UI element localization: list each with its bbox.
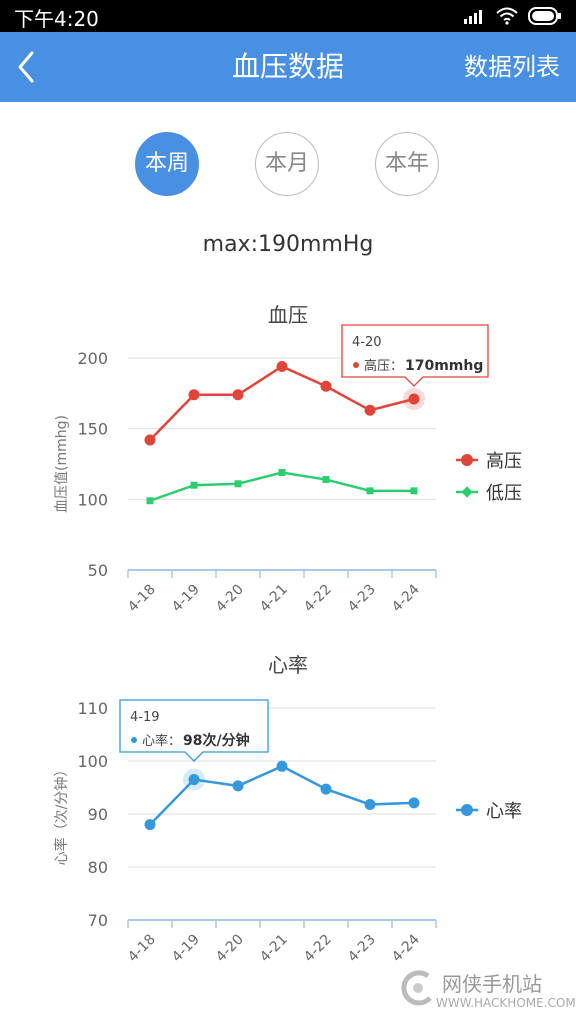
x-tick-label: 4-20 — [213, 932, 247, 966]
x-tick-label: 4-23 — [345, 932, 379, 966]
watermark-name: 网侠手机站 — [442, 972, 542, 996]
legend-marker — [461, 804, 473, 816]
y-tick-label: 50 — [88, 561, 108, 580]
data-point — [408, 393, 420, 405]
tooltip-marker — [131, 737, 137, 743]
y-tick-label: 150 — [77, 420, 108, 439]
segment-year[interactable]: 本年 — [375, 132, 439, 196]
legend-marker — [461, 454, 473, 466]
tooltip-marker — [353, 362, 359, 368]
x-tick-label: 4-22 — [301, 932, 335, 966]
blood-pressure-chart: 血压血压值(mmhg) 200 150 100 50 4-18 4-19 4-20 4-21 4-… — [0, 290, 576, 630]
status-time: 下午4:20 — [14, 7, 99, 31]
x-tick-label: 4-24 — [389, 581, 423, 615]
data-point — [322, 476, 330, 484]
x-tick-label: 4-18 — [125, 582, 159, 616]
y-tick-label: 100 — [77, 752, 108, 771]
segment-month[interactable]: 本月 — [255, 132, 319, 196]
tooltip-box — [119, 699, 269, 762]
chevron-left-icon — [18, 51, 34, 83]
app-header: 血压数据 数据列表 — [0, 32, 576, 102]
y-tick-label: 70 — [88, 911, 108, 930]
watermark-logo-icon — [401, 970, 432, 1006]
tooltip-date: 4-19 — [130, 710, 160, 725]
data-point — [232, 780, 244, 792]
y-tick-label: 90 — [88, 805, 108, 824]
x-tick-label: 4-21 — [257, 582, 291, 616]
data-point — [188, 389, 200, 401]
signal-icon — [464, 10, 482, 24]
chart-tooltip: 4-20 高压： 170mmhg — [341, 324, 489, 387]
data-point — [276, 360, 288, 372]
tooltip-date: 4-20 — [352, 335, 382, 350]
x-tick-label: 4-24 — [389, 931, 423, 965]
status-icons — [464, 6, 562, 26]
data-point — [320, 380, 332, 392]
tooltip-label: 高压： — [364, 358, 403, 374]
watermark-url: WWW.HACKHOME.COM — [436, 996, 576, 1010]
legend-marker — [461, 486, 473, 498]
heart-rate-chart: 心率 心率（次/分钟） 110 100 90 80 70 4-18 4-19 4-20 4-21 4-… — [0, 640, 576, 980]
y-axis-label: 心率（次/分钟） — [53, 763, 70, 866]
tooltip-value: 170mmhg — [405, 358, 483, 374]
watermark: 网侠手机站 WWW.HACKHOME.COM — [398, 964, 576, 1020]
data-point — [232, 389, 244, 401]
data-point — [278, 468, 286, 476]
y-tick-label: 110 — [77, 699, 108, 718]
chart-tooltip: 4-19 心率： 98次/分钟 — [119, 699, 269, 762]
page-title: 血压数据 — [231, 50, 344, 83]
data-point — [146, 497, 154, 505]
data-list-button[interactable]: 数据列表 — [464, 53, 560, 81]
back-button[interactable] — [12, 47, 48, 87]
data-point — [366, 487, 374, 495]
legend-label: 低压 — [486, 483, 522, 504]
tooltip-label: 心率： — [142, 733, 181, 749]
segment-week[interactable]: 本周 — [135, 132, 199, 196]
y-tick-label: 100 — [77, 490, 108, 509]
legend-label: 心率 — [486, 801, 522, 822]
x-tick-label: 4-21 — [257, 932, 291, 966]
x-tick-label: 4-23 — [345, 582, 379, 616]
x-tick-label: 4-20 — [213, 582, 247, 616]
tooltip-value: 98次/分钟 — [183, 732, 250, 749]
legend-label: 高压 — [486, 451, 522, 472]
x-tick-label: 4-22 — [301, 582, 335, 616]
data-point — [188, 774, 200, 786]
data-point — [276, 760, 288, 772]
data-point — [144, 819, 156, 831]
status-bar: 下午4:20 — [0, 0, 576, 32]
tooltip-box — [341, 324, 489, 387]
data-point — [234, 480, 242, 488]
wifi-icon — [496, 7, 518, 25]
data-point — [144, 434, 156, 446]
data-point — [410, 487, 418, 495]
chart-title: 心率 — [268, 653, 308, 677]
series-line — [149, 471, 414, 502]
x-tick-label: 4-19 — [169, 582, 203, 616]
x-tick-label: 4-18 — [125, 932, 159, 966]
data-point — [320, 783, 332, 795]
x-tick-label: 4-19 — [169, 932, 203, 966]
data-point — [364, 404, 376, 416]
y-tick-label: 80 — [88, 858, 108, 877]
data-point — [408, 797, 420, 809]
data-point — [190, 481, 198, 489]
max-value-text: max:190mmHg — [202, 232, 374, 257]
data-point — [364, 798, 376, 810]
y-tick-label: 200 — [77, 349, 108, 368]
chart-title: 血压 — [268, 303, 308, 327]
battery-icon — [528, 7, 561, 25]
y-axis-label: 血压值(mmhg) — [54, 415, 70, 513]
